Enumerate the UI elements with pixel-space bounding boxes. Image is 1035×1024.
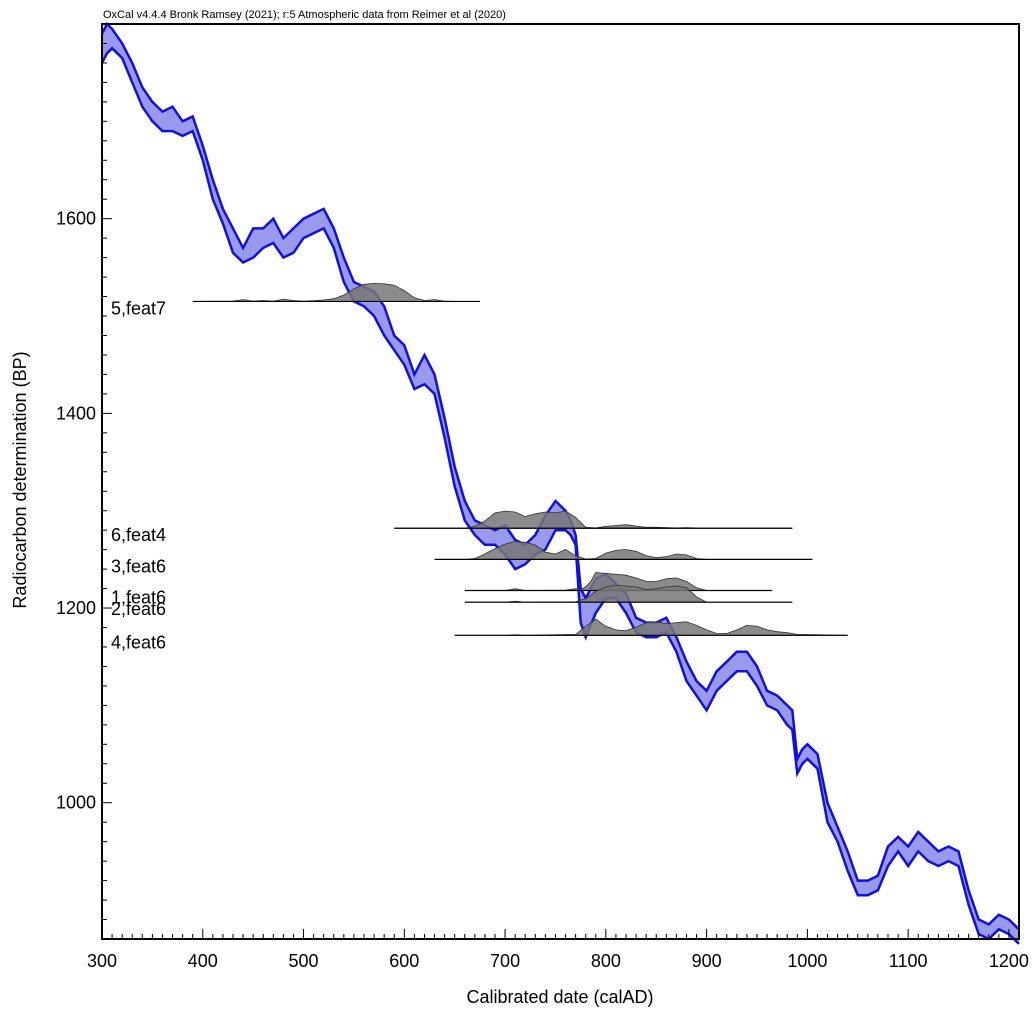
sample-label: 2,feat6	[111, 599, 166, 619]
sample-label: 5,feat7	[111, 298, 166, 318]
axis-layer: 300 400 500 600 700 800 900 1000 1100 1200 1000 120…	[56, 23, 1029, 971]
calibration-curve-layer	[100, 21, 1020, 945]
distribution-area	[464, 584, 793, 603]
distribution-area	[454, 618, 848, 636]
sample-label: 6,feat4	[111, 525, 166, 545]
y-tick-label: 1000	[56, 793, 96, 813]
y-tick-label: 1600	[56, 209, 96, 229]
x-tick-label: 700	[490, 951, 520, 971]
distribution-3: 3,feat6	[111, 540, 813, 576]
distribution-area	[192, 282, 480, 302]
distribution-2: 6,feat4	[111, 510, 793, 545]
x-tick-label: 400	[188, 951, 218, 971]
x-tick-label: 1200	[989, 951, 1029, 971]
x-tick-label: 500	[289, 951, 319, 971]
calibration-curve-lower	[100, 46, 1020, 945]
x-tick-label: 300	[87, 951, 117, 971]
x-tick-label: 600	[389, 951, 419, 971]
x-tick-label: 1100	[889, 951, 928, 971]
distribution-area	[394, 510, 793, 529]
calibration-curve-band	[102, 24, 1019, 944]
x-tick-label: 800	[591, 951, 621, 971]
chart-title: OxCal v4.4.4 Bronk Ramsey (2021); r:5 At…	[103, 9, 506, 21]
plot-frame	[101, 23, 1020, 940]
y-axis-title: Radiocarbon determination (BP)	[10, 351, 30, 608]
sample-label: 4,feat6	[111, 632, 166, 652]
distribution-area	[434, 540, 813, 560]
sample-label: 3,feat6	[111, 556, 166, 576]
sample-label: 1,feat6	[111, 588, 166, 608]
y-tick-label: 1400	[56, 403, 96, 423]
distribution-6: 4,feat6	[111, 618, 848, 652]
x-tick-label: 900	[692, 951, 722, 971]
calibration-curve-upper	[100, 21, 1020, 931]
x-axis-title: Calibrated date (calAD)	[466, 987, 653, 1007]
distribution-1: 5,feat7	[111, 282, 480, 318]
x-tick-label: 1000	[787, 951, 827, 971]
distribution-5: 2,feat6	[111, 584, 793, 619]
distribution-4: 1,feat6	[111, 572, 773, 608]
y-tick-label: 1200	[56, 598, 96, 618]
